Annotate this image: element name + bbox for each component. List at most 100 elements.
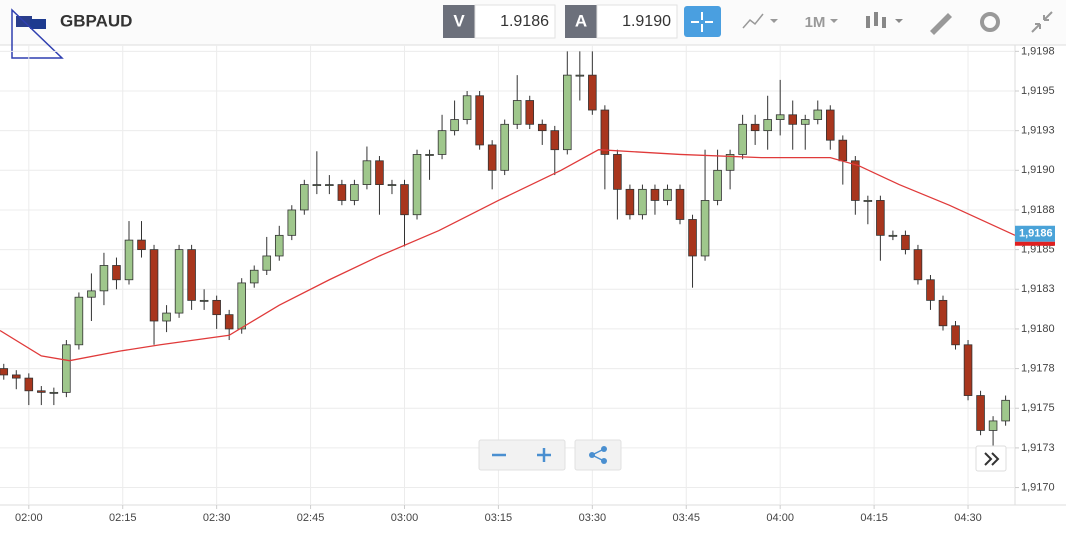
ask-price: 1.9190 bbox=[622, 13, 671, 30]
candle-body bbox=[224, 314, 234, 330]
bid-price: 1.9186 bbox=[500, 13, 549, 30]
scroll-end-button[interactable] bbox=[975, 445, 1007, 472]
x-tick-label: 03:30 bbox=[579, 512, 607, 524]
candle-body bbox=[274, 234, 284, 257]
y-tick-label: 1,9195 bbox=[1021, 85, 1055, 97]
candle-body bbox=[750, 123, 760, 132]
candle-body bbox=[625, 188, 635, 216]
timeframe-arrow bbox=[830, 19, 838, 23]
candle-body bbox=[337, 184, 347, 201]
candle-body bbox=[262, 255, 272, 271]
candle-body bbox=[788, 114, 797, 125]
candle-body bbox=[688, 219, 697, 257]
ask-label: A bbox=[575, 11, 587, 30]
candle-body bbox=[1001, 399, 1010, 422]
y-tick-label: 1,9173 bbox=[1021, 442, 1055, 454]
bid-button[interactable] bbox=[443, 5, 475, 38]
candle-body bbox=[963, 344, 973, 396]
share-button[interactable] bbox=[589, 446, 607, 464]
candle-body bbox=[851, 160, 860, 201]
settings-button[interactable] bbox=[980, 12, 1000, 32]
zoom-in[interactable] bbox=[537, 448, 551, 462]
moving-average bbox=[0, 149, 1016, 362]
candle-body bbox=[500, 123, 509, 171]
collapse-button[interactable] bbox=[1031, 11, 1053, 33]
candle-body bbox=[462, 95, 472, 120]
candle-body bbox=[888, 234, 898, 237]
candle-body bbox=[162, 312, 171, 322]
candle-body bbox=[913, 249, 923, 281]
candle-body bbox=[287, 209, 297, 236]
candle-body bbox=[137, 239, 146, 251]
y-tick-label: 1,9178 bbox=[1021, 362, 1055, 374]
symbol: GBPAUD bbox=[60, 11, 132, 30]
y-tick-label: 1,9180 bbox=[1021, 323, 1055, 335]
candle-body bbox=[951, 325, 960, 346]
x-tick-label: 03:45 bbox=[673, 512, 701, 524]
candle-body bbox=[976, 395, 985, 431]
candle-body bbox=[87, 290, 96, 298]
crosshair-button[interactable] bbox=[684, 6, 721, 37]
candle-body bbox=[775, 114, 785, 120]
x-tick-label: 04:30 bbox=[954, 512, 982, 524]
candle-body bbox=[199, 299, 209, 302]
plot: 1,9198 1,9195 1,9193 1,9190 1,9188 1,9185 1,91… bbox=[0, 45, 1055, 524]
candle-body bbox=[249, 269, 259, 284]
candle-body bbox=[563, 74, 572, 151]
candle-body bbox=[187, 249, 196, 301]
candle-body bbox=[588, 74, 597, 111]
candle-body bbox=[49, 391, 59, 394]
timeframe[interactable]: 1M bbox=[805, 14, 826, 31]
candle-body bbox=[550, 130, 560, 151]
y-tick-label: 1,9185 bbox=[1021, 244, 1055, 256]
last-price-label: 1,9186 bbox=[1019, 228, 1053, 240]
candle-body bbox=[312, 184, 322, 186]
candle-body bbox=[800, 119, 810, 125]
candle-body bbox=[901, 234, 910, 251]
candle-body bbox=[537, 123, 547, 132]
candle-body bbox=[99, 265, 109, 292]
candle-body bbox=[738, 123, 747, 155]
last-price-tag bbox=[1015, 225, 1055, 242]
chart-type-button[interactable] bbox=[866, 12, 903, 28]
candle-body bbox=[325, 184, 334, 186]
candle-body bbox=[0, 368, 9, 376]
candle-body bbox=[675, 188, 685, 220]
candle-body bbox=[863, 200, 873, 202]
candle-body bbox=[938, 299, 948, 327]
candle-body bbox=[11, 374, 21, 379]
candle-body bbox=[412, 154, 422, 216]
candle-body bbox=[876, 200, 885, 236]
indicator-button[interactable] bbox=[742, 13, 778, 29]
y-tick-label: 1,9198 bbox=[1021, 45, 1055, 57]
candle-body bbox=[575, 74, 585, 77]
bid-label: V bbox=[453, 11, 465, 30]
candle-body bbox=[713, 169, 722, 201]
candle-body bbox=[725, 154, 735, 171]
candle-body bbox=[525, 100, 535, 125]
candle-body bbox=[387, 184, 397, 186]
x-tick-label: 02:30 bbox=[203, 512, 231, 524]
candle-body bbox=[350, 184, 359, 201]
candle-body bbox=[988, 420, 998, 431]
candle-body bbox=[112, 265, 121, 281]
draw-button[interactable] bbox=[930, 13, 952, 35]
candle-body bbox=[813, 109, 823, 120]
x-tick-label: 02:15 bbox=[109, 512, 137, 524]
y-tick-label: 1,9190 bbox=[1021, 164, 1055, 176]
candle-body bbox=[838, 139, 848, 162]
candle-body bbox=[475, 95, 484, 146]
x-tick-label: 02:45 bbox=[297, 512, 325, 524]
candle-body bbox=[650, 188, 660, 201]
candle-body bbox=[149, 249, 159, 322]
ask-button[interactable] bbox=[565, 5, 597, 38]
candle-body bbox=[638, 188, 647, 216]
symbol-icon bbox=[11, 8, 64, 59]
candle-body bbox=[400, 184, 409, 216]
candle-body bbox=[362, 160, 372, 185]
zoom-controls bbox=[478, 439, 622, 471]
x-tick-label: 03:15 bbox=[485, 512, 513, 524]
candle-body bbox=[450, 119, 459, 132]
